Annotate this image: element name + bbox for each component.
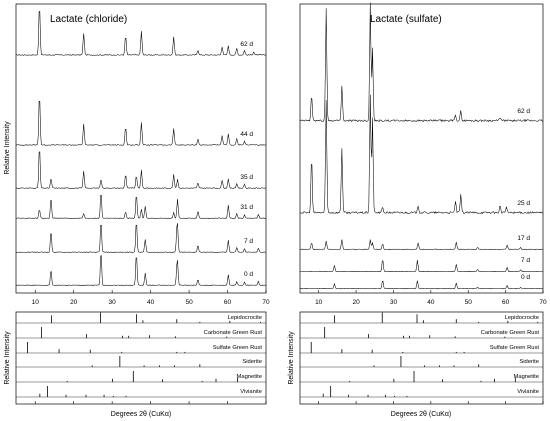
diffraction-trace (299, 260, 544, 273)
diffraction-trace (299, 2, 544, 123)
chloride-y-axis-label: Relative Intensity (4, 121, 11, 175)
x-tick-label: 10 (32, 299, 40, 306)
sulfate-x-axis-label: Degrees 2θ (CuKα) (391, 411, 451, 418)
sulfate-reference-y-label: Relative Intensity (288, 331, 295, 385)
x-tick-label: 30 (390, 299, 398, 306)
diffraction-trace (15, 100, 267, 146)
reference-phase-label: Sulfate Green Rust (490, 345, 540, 351)
reference-phase-label: Sulfate Green Rust (213, 345, 263, 351)
trace-label: 0 d (521, 274, 530, 281)
reference-phase-label: Vivianite (517, 389, 539, 395)
x-tick-label: 20 (70, 299, 78, 306)
sulfate-x-axis: 10 20 30 40 50 60 70 (315, 290, 547, 306)
chloride-x-axis: 10 20 30 40 50 60 70 (32, 290, 270, 306)
diffraction-trace (299, 94, 544, 215)
sulfate-reference-frame (299, 311, 544, 405)
chloride-plot-frame (15, 3, 267, 294)
diffraction-trace (15, 223, 267, 253)
chloride-x-axis-label: Degrees 2θ (CuKα) (111, 411, 171, 418)
diffraction-trace (15, 151, 267, 189)
trace-label: 62 d (517, 108, 530, 115)
diffraction-trace (299, 239, 544, 250)
trace-label: 25 d (517, 200, 530, 207)
x-tick-label: 20 (352, 299, 360, 306)
x-tick-label: 70 (539, 299, 547, 306)
reference-phase-label: Magnetite (237, 374, 262, 380)
x-tick-label: 70 (262, 299, 270, 306)
sulfate-plot-frame (299, 3, 544, 294)
sulfate-panel-title: Lactate (sulfate) (370, 14, 442, 25)
trace-label: 7 d (521, 257, 530, 264)
trace-label: 31 d (240, 204, 253, 211)
chloride-reference-y-label: Relative Intensity (4, 331, 11, 385)
x-tick-label: 60 (502, 299, 510, 306)
chloride-reference-panel: Relative Intensity Lepidocrocite Carbonat… (4, 311, 267, 405)
chloride-diffraction-panel: Lactate (chloride) Relative Intensity 62… (4, 3, 270, 306)
diffraction-trace (15, 11, 267, 56)
reference-phase-label: Magnetite (514, 374, 539, 380)
diffraction-trace (15, 194, 267, 219)
diffraction-trace (299, 280, 544, 290)
chloride-panel-title: Lactate (chloride) (50, 14, 127, 25)
trace-label: 44 d (240, 131, 253, 138)
trace-label: 0 d (244, 271, 253, 278)
reference-phase-label: Carbonate Green Rust (481, 330, 540, 336)
sulfate-reference-sticks: Lepidocrocite Carbonate Green Rust Sulfate… (300, 312, 544, 404)
sulfate-reference-panel: Relative Intensity Lepidocrocite Carbonat… (288, 311, 544, 405)
trace-label: 7 d (244, 238, 253, 245)
chloride-reference-sticks: Lepidocrocite Carbonate Green Rust Sulfate… (16, 312, 267, 404)
sulfate-diffraction-panel: Lactate (sulfate) 62 d 25 d 17 d 7 d 0 d 10 2… (299, 2, 547, 306)
reference-phase-label: Vivianite (240, 389, 262, 395)
reference-phase-label: Lepidocrocite (505, 315, 539, 321)
x-tick-label: 50 (465, 299, 473, 306)
reference-phase-label: Lepidocrocite (228, 315, 262, 321)
x-tick-label: 10 (315, 299, 323, 306)
trace-label: 35 d (240, 174, 253, 181)
x-tick-label: 40 (427, 299, 435, 306)
trace-label: 17 d (517, 235, 530, 242)
reference-phase-label: Carbonate Green Rust (204, 330, 263, 336)
x-tick-label: 30 (109, 299, 117, 306)
sulfate-series-group: 62 d 25 d 17 d 7 d 0 d (299, 2, 544, 290)
reference-phase-label: Siderite (519, 359, 539, 365)
chloride-reference-frame (15, 311, 267, 405)
x-tick-label: 50 (185, 299, 193, 306)
x-tick-label: 60 (224, 299, 232, 306)
x-tick-label: 40 (147, 299, 155, 306)
chloride-series-group: 62 d 44 d 35 d 31 d 7 d 0 d (15, 11, 267, 286)
reference-phase-label: Siderite (242, 359, 262, 365)
trace-label: 62 d (240, 41, 253, 48)
diffraction-trace (15, 255, 267, 286)
